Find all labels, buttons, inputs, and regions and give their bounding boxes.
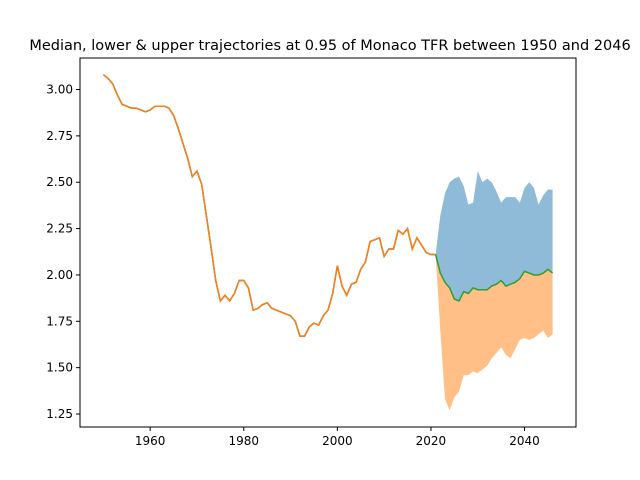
median-line xyxy=(434,254,554,302)
lower-band-area xyxy=(435,254,553,411)
x-tick-label: 2040 xyxy=(509,434,540,448)
y-tick-label: 1.25 xyxy=(46,407,73,421)
historical-line xyxy=(102,74,436,337)
historical-overlay-line xyxy=(102,74,436,337)
x-tick-label: 2020 xyxy=(416,434,447,448)
y-axis: 1.25 1.50 1.75 2.00 2.25 2.50 2.75 3.00 xyxy=(46,83,80,421)
chart-title: Median, lower & upper trajectories at 0.… xyxy=(29,38,630,54)
x-tick-label: 1960 xyxy=(135,434,166,448)
x-axis: 1960 1980 2000 2020 2040 xyxy=(135,427,540,448)
y-tick-label: 2.75 xyxy=(46,129,73,143)
y-tick-label: 1.75 xyxy=(46,314,73,328)
plot-frame xyxy=(79,57,577,428)
y-tick-label: 2.00 xyxy=(46,268,73,282)
y-tick-label: 3.00 xyxy=(46,83,73,97)
plot-area xyxy=(102,74,554,411)
x-tick-label: 2000 xyxy=(322,434,353,448)
y-tick-label: 2.50 xyxy=(46,175,73,189)
y-tick-label: 2.25 xyxy=(46,222,73,236)
y-tick-label: 1.50 xyxy=(46,361,73,375)
x-tick-label: 1980 xyxy=(229,434,260,448)
upper-band-area xyxy=(435,171,553,301)
